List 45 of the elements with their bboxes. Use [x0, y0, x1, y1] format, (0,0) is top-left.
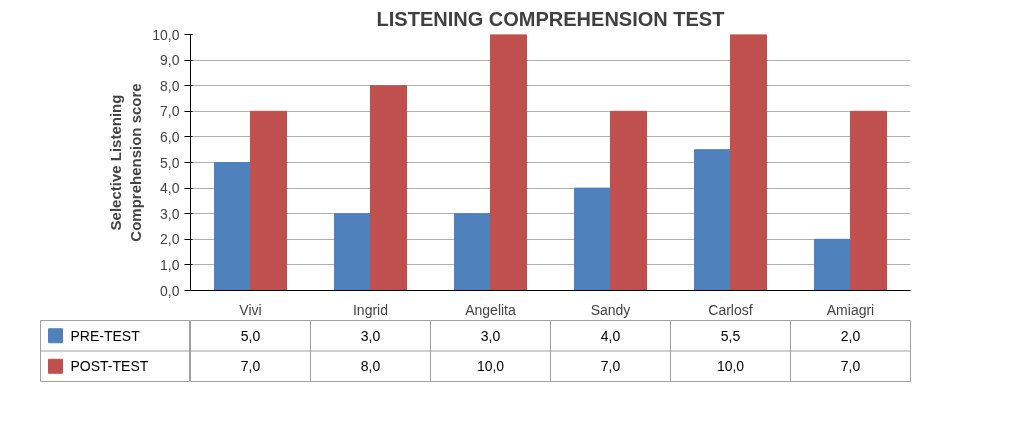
bar [850, 110, 887, 291]
y-tick-label: 10,0 [152, 26, 180, 43]
bar [694, 149, 731, 291]
bar [370, 85, 407, 291]
y-tick-label: 4,0 [160, 180, 180, 197]
y-tick-label: 6,0 [160, 128, 180, 145]
legend-label: PRE-TEST [70, 327, 141, 344]
data-label: 7,0 [840, 358, 861, 375]
y-tick-label: 3,0 [160, 205, 180, 222]
x-tick-label: Carlosf [708, 301, 753, 318]
x-tick-label: Vivi [239, 301, 262, 318]
bar [334, 213, 371, 291]
y-tick-label: 7,0 [160, 103, 180, 120]
y-tick-label: 5,0 [160, 154, 180, 171]
data-label: 3,0 [480, 327, 501, 344]
x-tick-label: Sandy [590, 301, 631, 318]
y-tick-label: 9,0 [160, 52, 180, 69]
y-axis-title: Selective Listening Comprehension score [106, 83, 145, 242]
data-label: 7,0 [600, 358, 621, 375]
legend-label: POST-TEST [70, 358, 149, 375]
bar [214, 162, 251, 291]
bar [610, 110, 647, 291]
bar [730, 34, 767, 291]
data-label: 4,0 [600, 327, 621, 344]
y-tick-label: 1,0 [160, 256, 180, 273]
y-tick-label: 2,0 [160, 231, 180, 248]
data-label: 5,0 [240, 327, 261, 344]
data-label: 10,0 [476, 358, 505, 375]
x-tick-label: Amiagri [826, 301, 875, 318]
data-label: 8,0 [360, 358, 381, 375]
bar [454, 213, 491, 291]
data-label: 10,0 [716, 358, 745, 375]
data-label: 2,0 [840, 327, 861, 344]
x-tick-label: Angelita [465, 301, 517, 318]
y-tick-label: 8,0 [160, 77, 180, 94]
y-tick-label: 0,0 [160, 282, 180, 299]
bar [490, 34, 527, 291]
x-tick-label: Ingrid [352, 301, 389, 318]
data-label: 3,0 [360, 327, 381, 344]
bar [250, 110, 287, 291]
chart-title: LISTENING COMPREHENSION TEST [376, 7, 725, 30]
data-label: 5,5 [720, 327, 741, 344]
bar [814, 238, 851, 291]
bar [574, 187, 611, 291]
data-label: 7,0 [240, 358, 261, 375]
